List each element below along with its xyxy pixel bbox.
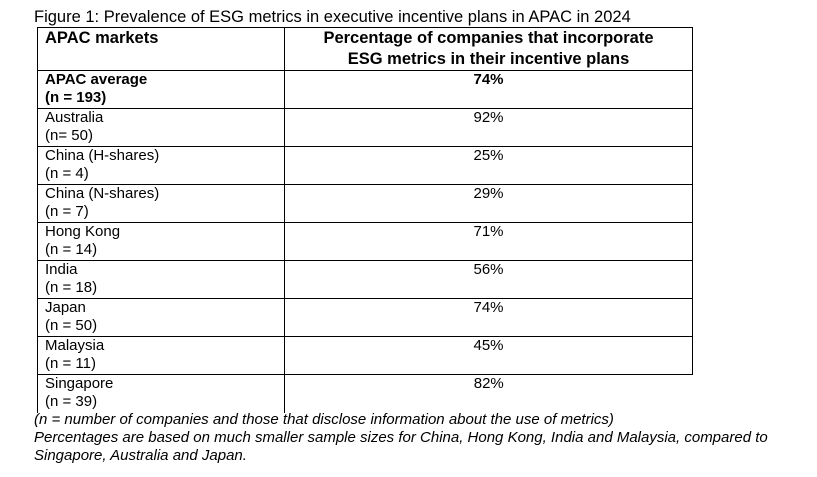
esg-metrics-table: APAC markets Percentage of companies tha… <box>37 27 693 413</box>
market-sample-size: (n= 50) <box>45 127 93 144</box>
market-name: Australia <box>45 109 104 126</box>
percentage-cell: 56% <box>284 260 693 299</box>
market-sample-size: (n = 4) <box>45 165 89 182</box>
market-name: Japan <box>45 299 86 316</box>
note-sample-definition: (n = number of companies and those that … <box>34 411 614 428</box>
market-sample-size: (n = 14) <box>45 241 98 258</box>
percentage-cell: 29% <box>284 184 693 223</box>
table-row: Hong Kong (n = 14) 71% <box>37 222 693 261</box>
percentage-cell: 71% <box>284 222 693 261</box>
table-row: Malaysia (n = 11) 45% <box>37 336 693 375</box>
header-percentage-line1: Percentage of companies that incorporate <box>323 29 654 47</box>
market-cell: India (n = 18) <box>37 260 285 299</box>
market-sample-size: (n = 18) <box>45 279 98 296</box>
market-sample-size: (n = 50) <box>45 317 98 334</box>
market-sample-size: (n = 193) <box>45 89 107 106</box>
percentage-cell: 74% <box>284 298 693 337</box>
percentage-cell: 45% <box>284 336 693 375</box>
table-row: China (N-shares) (n = 7) 29% <box>37 184 693 223</box>
market-sample-size: (n = 7) <box>45 203 89 220</box>
market-name: Malaysia <box>45 337 105 354</box>
percentage-cell: 74% <box>284 70 693 109</box>
market-name: China (H-shares) <box>45 147 160 164</box>
market-sample-size: (n = 39) <box>45 393 98 410</box>
figure-caption: Figure 1: Prevalence of ESG metrics in e… <box>34 8 631 26</box>
market-cell: China (H-shares) (n = 4) <box>37 146 285 185</box>
market-sample-size: (n = 11) <box>45 355 96 372</box>
table-row: China (H-shares) (n = 4) 25% <box>37 146 693 185</box>
market-cell: APAC average (n = 193) <box>37 70 285 109</box>
header-markets: APAC markets <box>37 27 285 71</box>
table-row: APAC average (n = 193) 74% <box>37 70 693 109</box>
market-name: India <box>45 261 78 278</box>
market-cell: Hong Kong (n = 14) <box>37 222 285 261</box>
table-row: India (n = 18) 56% <box>37 260 693 299</box>
market-name: APAC average <box>45 71 148 88</box>
market-cell: Australia (n= 50) <box>37 108 285 147</box>
market-name: Hong Kong <box>45 223 121 240</box>
market-cell: China (N-shares) (n = 7) <box>37 184 285 223</box>
market-name: China (N-shares) <box>45 185 160 202</box>
table-row: Australia (n= 50) 92% <box>37 108 693 147</box>
market-name: Singapore <box>45 375 114 392</box>
market-cell: Malaysia (n = 11) <box>37 336 285 375</box>
note-sample-size-caveat: Percentages are based on much smaller sa… <box>34 429 768 464</box>
percentage-cell: 92% <box>284 108 693 147</box>
percentage-cell: 82% <box>284 374 693 413</box>
table-header-row: APAC markets Percentage of companies tha… <box>37 27 693 71</box>
header-percentage-line2: ESG metrics in their incentive plans <box>347 50 630 68</box>
table-row: Singapore (n = 39) 82% <box>37 374 693 413</box>
header-percentage: Percentage of companies that incorporate… <box>284 27 693 71</box>
table-row: Japan (n = 50) 74% <box>37 298 693 337</box>
percentage-cell: 25% <box>284 146 693 185</box>
market-cell: Singapore (n = 39) <box>37 374 285 413</box>
market-cell: Japan (n = 50) <box>37 298 285 337</box>
table-notes: (n = number of companies and those that … <box>34 411 814 465</box>
